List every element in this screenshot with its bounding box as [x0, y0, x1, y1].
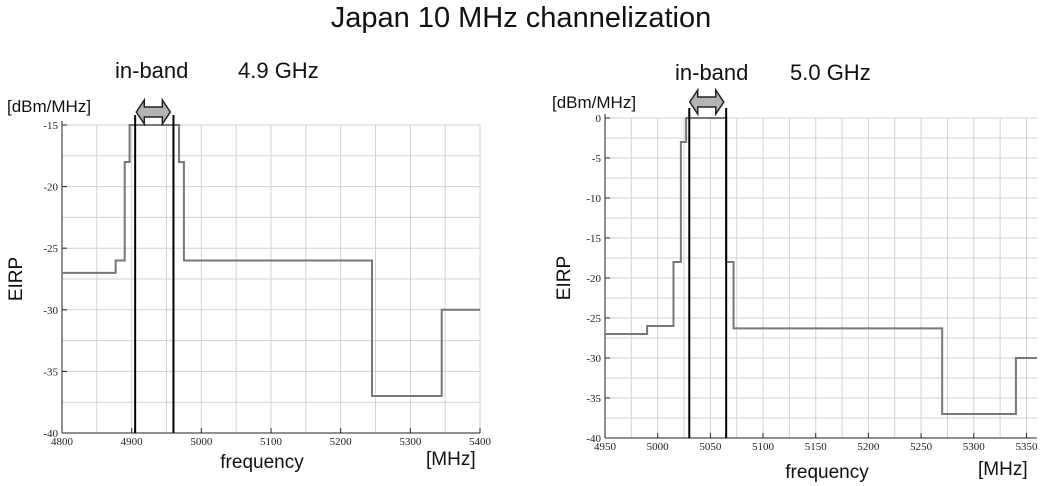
- x-tick-label: 5400: [469, 436, 492, 448]
- x-tick-label: 4950: [594, 441, 617, 453]
- y-tick-label: -15: [43, 120, 58, 132]
- y-axis-label: EIRP: [6, 257, 27, 301]
- unit-label: [dBm/MHz]: [7, 97, 91, 116]
- double-arrow-icon: [135, 97, 172, 127]
- y-tick-label: -5: [592, 153, 602, 165]
- band-label: in-band: [115, 58, 188, 83]
- x-tick-label: 5250: [910, 441, 933, 453]
- band-frequency-label: 4.9 GHz: [238, 58, 319, 83]
- x-tick-label: 5300: [399, 436, 422, 448]
- x-tick-label: 4900: [121, 436, 144, 448]
- y-tick-label: -25: [43, 243, 58, 255]
- x-tick-label: 5000: [647, 441, 670, 453]
- y-tick-label: -35: [586, 393, 601, 405]
- x-tick-label: 5150: [805, 441, 828, 453]
- y-tick-label: -30: [43, 305, 58, 317]
- y-tick-label: -40: [43, 428, 58, 440]
- x-tick-label: 5000: [190, 436, 213, 448]
- x-tick-label: 4800: [51, 436, 74, 448]
- y-tick-label: -30: [586, 353, 601, 365]
- x-tick-label: 5350: [1015, 441, 1038, 453]
- x-tick-label: 5050: [699, 441, 722, 453]
- x-axis-label: frequency: [785, 462, 869, 483]
- x-tick-label: 5100: [752, 441, 775, 453]
- band-frequency-label: 5.0 GHz: [790, 60, 871, 85]
- x-axis-unit: [MHz]: [426, 449, 476, 470]
- page-title: Japan 10 MHz channelization: [330, 2, 712, 34]
- emission-mask-line: [605, 117, 1037, 415]
- x-tick-label: 5100: [260, 436, 283, 448]
- double-arrow-icon: [688, 87, 725, 117]
- emission-mask-line: [62, 124, 480, 398]
- y-axis-label: EIRP: [554, 256, 575, 300]
- x-tick-label: 5300: [963, 441, 986, 453]
- y-tick-label: -35: [43, 366, 58, 378]
- band-label: in-band: [675, 60, 748, 85]
- x-tick-label: 5200: [857, 441, 880, 453]
- y-tick-label: -20: [43, 182, 58, 194]
- y-tick-label: 0: [596, 113, 602, 125]
- x-axis-label: frequency: [220, 452, 304, 473]
- y-tick-label: -10: [586, 193, 601, 205]
- y-tick-label: -40: [586, 433, 601, 445]
- y-tick-label: -25: [586, 313, 601, 325]
- y-tick-label: -15: [586, 233, 601, 245]
- unit-label: [dBm/MHz]: [552, 93, 636, 112]
- x-tick-label: 5200: [330, 436, 353, 448]
- y-tick-label: -20: [586, 273, 601, 285]
- x-axis-unit: [MHz]: [978, 459, 1028, 480]
- chart-4-9-ghz: 4800 4900 5000 5100 5200 5300 5400 -15 -20 -25 -30…: [6, 58, 492, 473]
